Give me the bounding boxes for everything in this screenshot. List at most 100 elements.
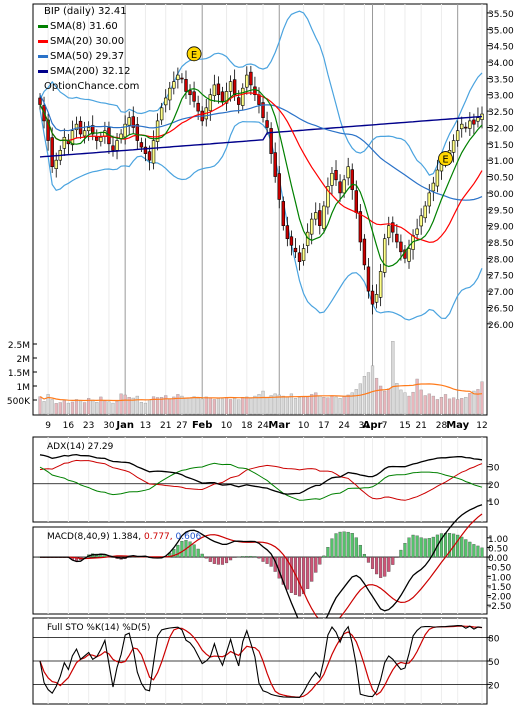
macd-panel-tick-label: -0.50	[488, 564, 512, 574]
macd-histogram-bar	[249, 555, 253, 558]
volume-bar	[326, 397, 330, 415]
candle-body	[326, 186, 330, 208]
volume-bar	[127, 397, 131, 415]
candle-body	[176, 74, 180, 80]
volume-bar	[212, 399, 216, 415]
volume-bar	[374, 377, 379, 415]
macd-panel-tick-label: -1.00	[488, 573, 512, 583]
volume-bar	[237, 399, 241, 415]
candle-body	[366, 266, 371, 292]
candle-body	[139, 142, 144, 148]
volume-axis: 2.5M 2M 1.5M 1M 500K	[7, 341, 37, 407]
candle-body	[208, 94, 213, 112]
legend-swatch	[38, 55, 48, 58]
macd-histogram-bar	[375, 556, 379, 575]
price-tick-label: 29.00	[488, 223, 514, 233]
price-axis: 35.50 35.00 34.50 34.00 33.50 33.00 32.50 32.00…	[487, 10, 514, 331]
legend-swatch	[38, 25, 48, 28]
candle-body	[293, 247, 298, 253]
candle-body	[435, 169, 440, 187]
volume-bar	[407, 395, 411, 415]
x-tick-label: 21	[160, 421, 171, 431]
candle-body	[277, 173, 281, 200]
bollinger-bands	[39, 10, 483, 321]
macd-histogram-bar	[379, 556, 383, 578]
macd-histogram-value: 0.606	[176, 532, 202, 542]
candle-body	[451, 140, 456, 153]
volume-bar	[66, 402, 70, 415]
macd-histogram-bar	[358, 544, 362, 558]
candle-body	[362, 238, 367, 266]
x-tick-label: 27	[176, 421, 187, 431]
volume-bar	[350, 392, 354, 415]
candle-body	[115, 140, 119, 151]
volume-tick-label: 500K	[7, 397, 31, 407]
volume-bar	[180, 395, 184, 415]
macd-histogram-bar	[350, 533, 354, 558]
x-tick-label: Apr	[363, 420, 383, 431]
volume-bar	[391, 341, 395, 415]
x-tick-label: 24	[338, 421, 350, 431]
volume-bar	[135, 395, 139, 415]
candle-body	[281, 201, 286, 226]
macd-histogram-bar	[237, 556, 241, 558]
volume-bar	[293, 398, 298, 415]
volume-bar	[395, 383, 399, 415]
volume-bar	[314, 392, 318, 415]
x-tick-label: 21	[415, 421, 426, 431]
macd-histogram-bar	[176, 544, 180, 558]
volume-bar	[168, 398, 172, 415]
volume-bar	[297, 397, 302, 415]
price-tick-label: 26.00	[488, 321, 514, 331]
x-tick-label: 13	[140, 421, 151, 431]
volume-bar	[147, 399, 152, 415]
candle-body	[172, 81, 176, 89]
price-tick-label: 32.50	[488, 108, 514, 118]
candle-body	[143, 146, 148, 154]
price-tick-label: 34.50	[488, 43, 514, 53]
volume-average-line	[39, 383, 483, 402]
x-tick-label: 9	[45, 421, 51, 431]
adx-panel-tick-label: 30	[488, 464, 500, 474]
moving-average-lines	[39, 87, 483, 268]
macd-histogram-bar	[439, 533, 444, 558]
volume-bar	[228, 399, 233, 415]
candle-body	[236, 97, 241, 105]
macd-histogram-bar	[460, 536, 464, 558]
macd-histogram-bar	[399, 549, 403, 558]
candle-body	[220, 91, 225, 102]
candle-body	[476, 117, 480, 122]
legend-label: SMA(20) 30.00	[50, 36, 124, 47]
macd-histogram-bar	[95, 553, 99, 558]
candle-body	[253, 86, 257, 96]
volume-bar	[472, 390, 476, 415]
candle-body	[151, 140, 156, 164]
price-tick-label: 31.50	[488, 141, 514, 151]
volume-bar	[184, 397, 188, 415]
x-tick-label: 12	[476, 421, 487, 431]
legend-swatch	[38, 40, 48, 43]
earnings-event-icon	[438, 151, 453, 166]
x-tick-label: 30	[103, 421, 115, 431]
macd-histogram-bar	[208, 556, 212, 562]
volume-bar	[99, 396, 103, 415]
macd-histogram-bar	[346, 531, 350, 558]
adx-plot: 30 20 10	[33, 437, 500, 522]
candle-body	[399, 241, 403, 253]
candle-body	[285, 225, 290, 240]
volume-bar	[143, 402, 148, 415]
macd-histogram-bar	[480, 547, 484, 558]
candle-body	[273, 152, 277, 177]
volume-bar	[245, 396, 249, 415]
macd-histogram-bar	[224, 556, 229, 564]
sto-panel-tick-label: 50	[488, 658, 500, 668]
macd-histogram-bar	[216, 556, 220, 565]
sma8-line	[39, 87, 483, 268]
candle-body	[119, 133, 123, 139]
macd-plot: 1.000.500.00-0.50-1.00-1.50-2.00-2.50	[33, 504, 512, 634]
price-tick-label: 33.50	[488, 75, 514, 85]
candle-body	[135, 124, 140, 141]
candle-body	[378, 271, 383, 298]
